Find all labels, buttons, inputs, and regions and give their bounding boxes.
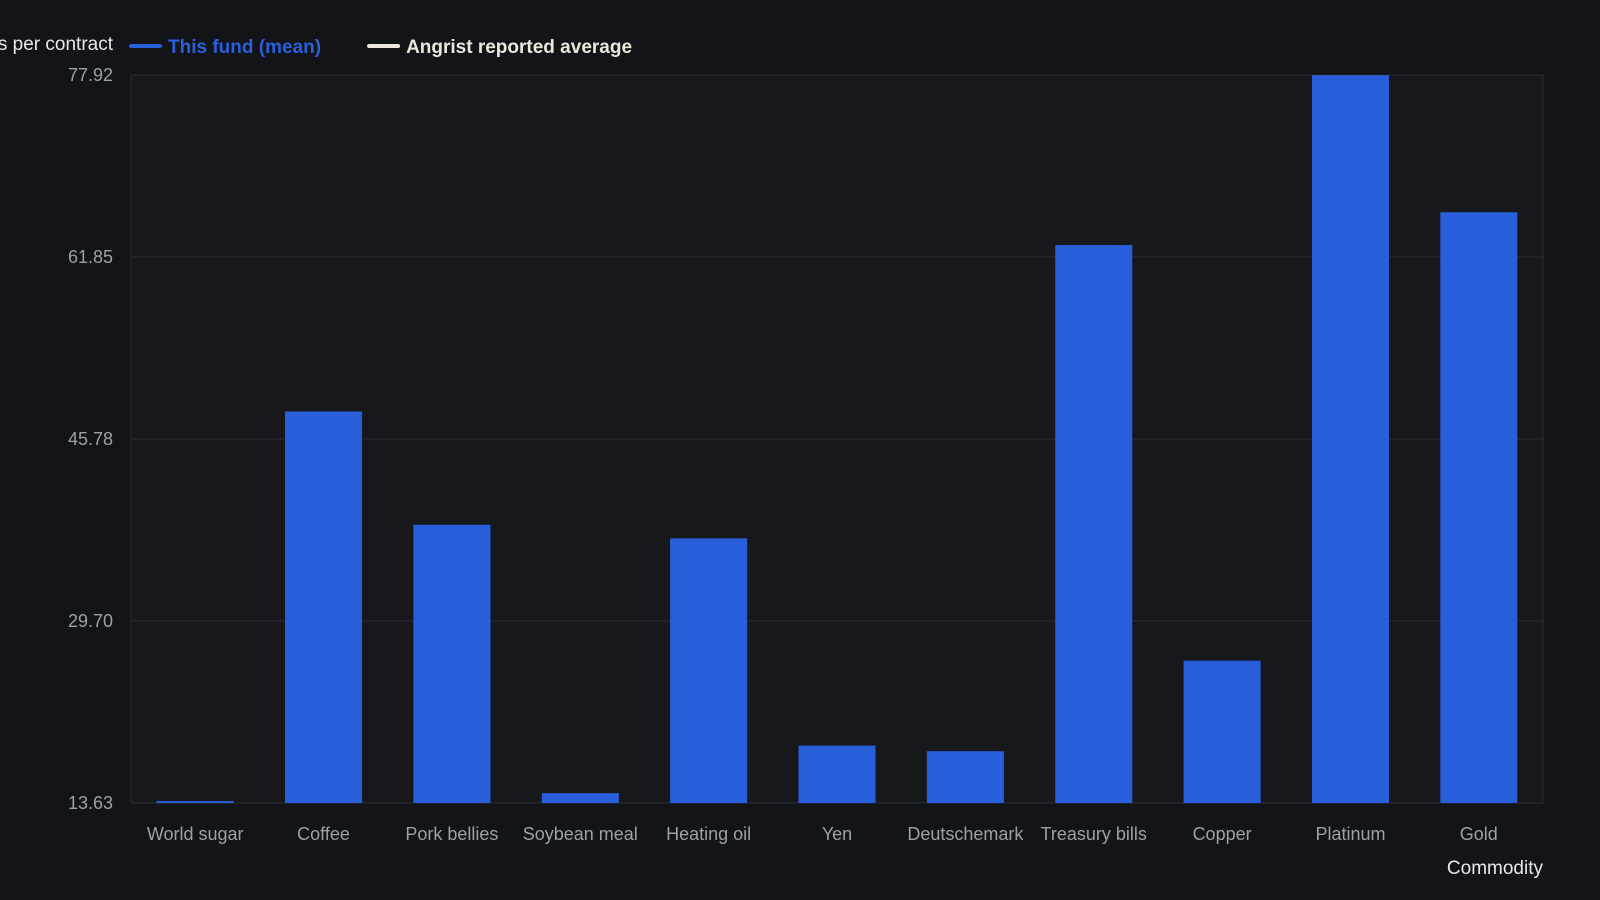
x-tick-label: Deutschemark: [907, 824, 1024, 844]
x-tick-label: Heating oil: [666, 824, 751, 844]
y-tick-label: 13.63: [68, 793, 113, 813]
bar-gold: [1440, 212, 1518, 804]
y-tick-label: 29.70: [68, 611, 113, 631]
x-tick-label: Treasury bills: [1041, 824, 1147, 844]
y-tick-label: 77.92: [68, 65, 113, 85]
bar-treasury-bills: [1055, 245, 1133, 804]
bar-soybean-meal: [541, 793, 619, 803]
bar-deutschemark: [926, 751, 1004, 803]
bar-world-sugar: [156, 801, 234, 804]
bar-coffee: [285, 411, 363, 803]
legend-label: Angrist reported average: [406, 37, 632, 58]
bar-pork-bellies: [413, 524, 491, 803]
y-axis-title: s per contract: [0, 34, 114, 55]
x-tick-label: World sugar: [147, 824, 244, 844]
legend-label: This fund (mean): [168, 37, 321, 58]
x-axis-title: Commodity: [1447, 858, 1544, 879]
bar-copper: [1183, 660, 1261, 803]
x-tick-label: Platinum: [1315, 824, 1385, 844]
x-tick-label: Copper: [1193, 824, 1252, 844]
bar-platinum: [1311, 75, 1389, 804]
x-tick-label: Coffee: [297, 824, 350, 844]
y-tick-label: 45.78: [68, 429, 113, 449]
x-tick-label: Pork bellies: [405, 824, 498, 844]
legend-item: Angrist reported average: [367, 37, 632, 58]
bar-yen: [798, 745, 876, 803]
x-tick-label: Gold: [1460, 824, 1498, 844]
y-tick-label: 61.85: [68, 247, 113, 267]
legend-item: This fund (mean): [129, 37, 321, 58]
x-tick-label: Soybean meal: [523, 824, 638, 844]
bar-heating-oil: [670, 538, 748, 803]
x-tick-label: Yen: [822, 824, 852, 844]
